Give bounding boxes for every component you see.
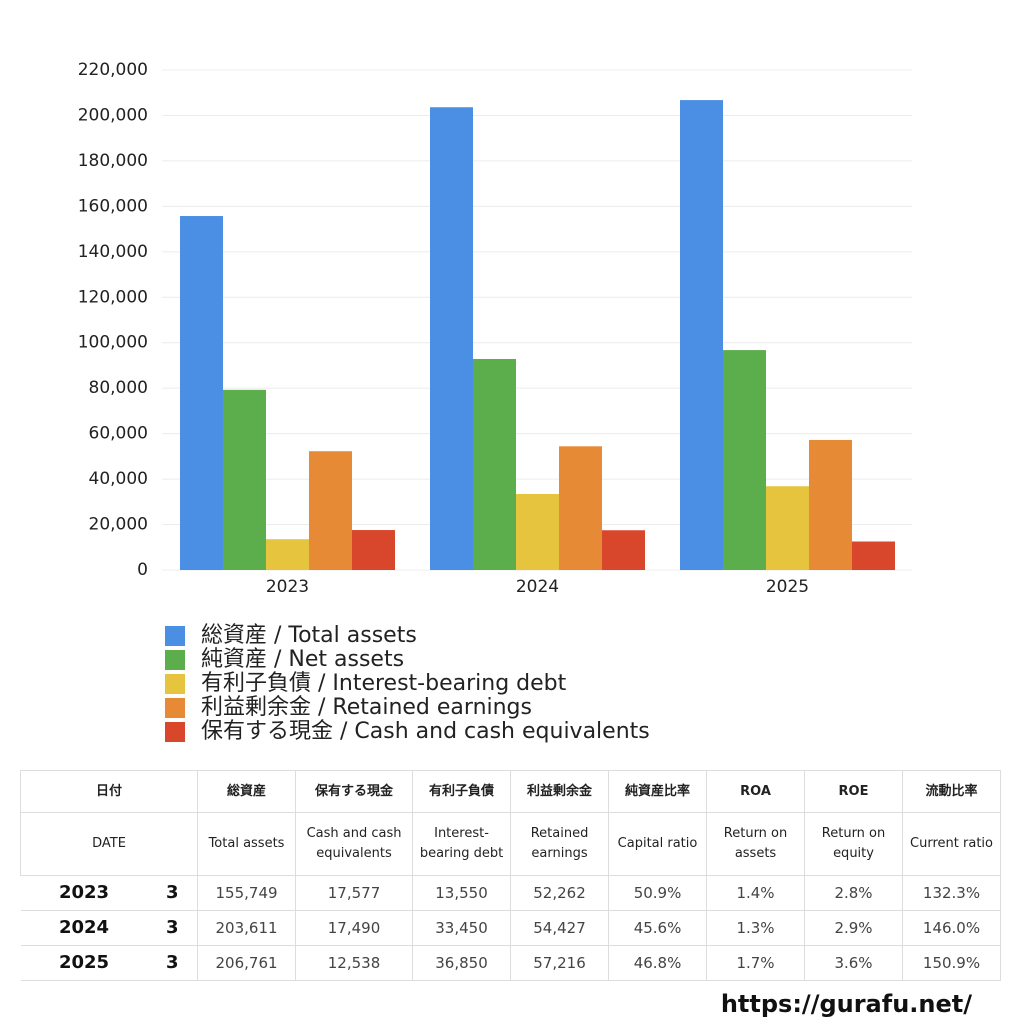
- legend-swatch: [165, 722, 185, 742]
- legend-swatch: [165, 698, 185, 718]
- table-cell: 1.3%: [706, 910, 806, 946]
- header-cell: Retained earnings: [510, 812, 610, 876]
- bar: [602, 530, 645, 570]
- header-cell: 純資産比率: [608, 770, 708, 813]
- y-tick-label: 60,000: [89, 424, 148, 444]
- header-cell: Current ratio: [902, 812, 1002, 876]
- bar: [352, 530, 395, 570]
- table-cell: 2025: [20, 945, 148, 981]
- table-cell: 17,577: [295, 875, 414, 911]
- y-tick-label: 100,000: [78, 333, 148, 353]
- header-cell: Return on equity: [804, 812, 904, 876]
- y-tick-label: 120,000: [78, 287, 148, 307]
- data-row: 2025 3 206,761 12,538 36,850 57,216 46.8% 1.7% 3…: [20, 945, 1002, 981]
- legend-label: 利益剰余金 / Retained earnings: [201, 695, 532, 720]
- legend-label: 純資産 / Net assets: [201, 647, 404, 672]
- bar: [266, 539, 309, 570]
- header-cell: 利益剰余金: [510, 770, 610, 813]
- x-tick-label: 2023: [266, 577, 309, 597]
- header-cell: 流動比率: [902, 770, 1002, 813]
- site-url: https://gurafu.net/: [720, 990, 972, 1018]
- header-cell: ROA: [706, 770, 806, 813]
- data-table: 日付 総資産 保有する現金 有利子負債 利益剰余金 純資産比率 ROA ROE 流動比率 DATE…: [19, 770, 1002, 981]
- table-cell: 2024: [20, 910, 148, 946]
- data-row: 2023 3 155,749 17,577 13,550 52,262 50.9% 1.4% 2…: [20, 875, 1002, 911]
- header-cell: Interest-bearing debt: [412, 812, 512, 876]
- table-cell: 3: [147, 910, 198, 946]
- bar: [852, 541, 895, 570]
- header-row: DATE Total assets Cash and cash equivalent…: [19, 812, 1002, 876]
- header-cell: 総資産: [197, 770, 297, 813]
- bar: [680, 100, 723, 571]
- table-cell: 3: [147, 875, 198, 911]
- legend-swatch: [165, 650, 185, 670]
- bar: [766, 486, 809, 570]
- table-cell: 54,427: [510, 910, 610, 946]
- bar: [430, 107, 473, 570]
- table-cell: 57,216: [510, 945, 610, 981]
- table-cell: 33,450: [412, 910, 512, 946]
- bar: [809, 439, 852, 570]
- y-tick-label: 220,000: [78, 60, 148, 80]
- table-cell: 45.6%: [608, 910, 708, 946]
- y-tick-label: 200,000: [78, 105, 148, 125]
- bar: [723, 350, 766, 570]
- bar: [223, 389, 266, 570]
- y-tick-label: 140,000: [78, 242, 148, 262]
- header-cell: ROE: [804, 770, 904, 813]
- x-tick-label: 2025: [766, 577, 809, 597]
- table-cell: 36,850: [412, 945, 512, 981]
- header-row: 日付 総資産 保有する現金 有利子負債 利益剰余金 純資産比率 ROA ROE 流動比率: [19, 770, 1002, 813]
- legend-swatch: [165, 626, 185, 646]
- data-row: 2024 3 203,611 17,490 33,450 54,427 45.6% 1.3% 2…: [20, 910, 1002, 946]
- table-cell: 132.3%: [902, 875, 1002, 911]
- table-cell: 1.7%: [706, 945, 806, 981]
- y-tick-label: 80,000: [89, 378, 148, 398]
- table-cell: 150.9%: [902, 945, 1002, 981]
- table-cell: 17,490: [295, 910, 414, 946]
- table-cell: 2.8%: [804, 875, 904, 911]
- legend-label: 有利子負債 / Interest-bearing debt: [201, 671, 567, 696]
- header-cell: Capital ratio: [608, 812, 708, 876]
- chart: 0 20,000 40,000 60,000 80,000 100,000 120,000 1…: [78, 60, 912, 744]
- table-cell: 50.9%: [608, 875, 708, 911]
- table-cell: 2.9%: [804, 910, 904, 946]
- y-tick-label: 40,000: [89, 469, 148, 489]
- header-cell: 有利子負債: [412, 770, 512, 813]
- bar: [473, 358, 516, 570]
- bar: [309, 451, 352, 570]
- y-tick-label: 0: [137, 560, 148, 580]
- x-tick-label: 2024: [516, 577, 559, 597]
- legend-swatch: [165, 674, 185, 694]
- table-cell: 155,749: [197, 875, 297, 911]
- table-cell: 13,550: [412, 875, 512, 911]
- table-cell: 203,611: [197, 910, 297, 946]
- header-cell: Total assets: [197, 812, 297, 876]
- table-cell: 46.8%: [608, 945, 708, 981]
- table-cell: 3: [147, 945, 198, 981]
- header-cell: Cash and cash equivalents: [295, 812, 414, 876]
- header-cell: Return on assets: [706, 812, 806, 876]
- table-cell: 1.4%: [706, 875, 806, 911]
- header-cell: 日付: [19, 770, 199, 813]
- bar: [559, 446, 602, 570]
- legend-label: 保有する現金 / Cash and cash equivalents: [201, 719, 650, 744]
- y-tick-label: 160,000: [78, 196, 148, 216]
- header-cell: DATE: [19, 812, 199, 876]
- table-cell: 12,538: [295, 945, 414, 981]
- table-cell: 146.0%: [902, 910, 1002, 946]
- table-cell: 206,761: [197, 945, 297, 981]
- table-cell: 52,262: [510, 875, 610, 911]
- header-cell: 保有する現金: [295, 770, 414, 813]
- table-cell: 3.6%: [804, 945, 904, 981]
- legend-label: 総資産 / Total assets: [201, 623, 417, 648]
- table-cell: 2023: [20, 875, 148, 911]
- y-tick-label: 20,000: [89, 515, 148, 535]
- bar: [180, 216, 223, 570]
- y-tick-label: 180,000: [78, 151, 148, 171]
- bar: [516, 493, 559, 570]
